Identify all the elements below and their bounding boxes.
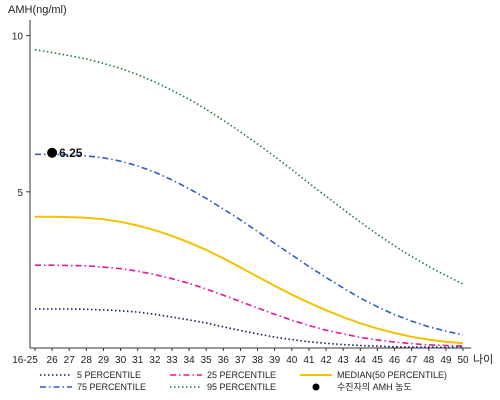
legend-marker-swatch [312,383,320,391]
x-tick-label: 26 [47,355,59,366]
y-axis-label: AMH(ng/ml) [8,4,67,16]
patient-amh-value-label: 6.25 [59,146,83,160]
legend-label: MEDIAN(50 PERCENTILE) [337,370,447,380]
x-tick-label: 36 [218,355,230,366]
x-tick-label: 37 [235,355,247,366]
patient-marker: 6.25 [47,146,83,160]
x-tick-label: 16-25 [12,355,38,366]
legend-label: 5 PERCENTILE [77,370,141,380]
y-tick-label: 5 [17,188,23,199]
x-tick-label: 43 [338,355,350,366]
x-tick-label: 33 [166,355,178,366]
series-line-median-50-percentile [35,215,464,345]
x-tick-label: 41 [303,355,315,366]
legend-label: 수진자의 AMH 농도 [337,382,412,392]
x-tick-label: 49 [440,355,452,366]
x-tick-label: 45 [372,355,384,366]
patient-amh-point [47,147,58,158]
series-line-25-percentile [35,264,464,347]
x-axis: 16-25 26 27 28 29 30 31 32 33 34 35 36 37 38 39 40 41 42 4… [12,347,493,366]
x-tick-label: 44 [355,355,367,366]
x-tick-label: 32 [149,355,161,366]
series-line-5-percentile [35,308,463,349]
x-tick-label: 35 [201,355,213,366]
x-tick-label: 46 [389,355,401,366]
x-tick-label: 50 [457,355,469,366]
legend: 5 PERCENTILE 25 PERCENTILE MEDIAN(50 PERCE… [40,370,447,392]
series-lines [34,48,464,349]
legend-label: 95 PERCENTILE [207,382,276,392]
x-tick-label: 38 [252,355,264,366]
series-line-75-percentile [35,153,464,336]
x-tick-label: 31 [132,355,144,366]
y-tick-label: 10 [12,32,24,43]
x-axis-label: 나이 [473,353,493,366]
y-axis: 5 10 [12,20,31,348]
x-tick-label: 34 [184,355,196,366]
x-tick-label: 40 [286,355,298,366]
x-tick-label: 28 [81,355,93,366]
x-tick-label: 30 [115,355,127,366]
x-tick-label: 39 [269,355,281,366]
x-tick-label: 42 [320,355,332,366]
legend-label: 25 PERCENTILE [207,370,276,380]
x-tick-label: 47 [406,355,418,366]
series-line-95-percentile [34,48,464,285]
x-tick-label: 29 [98,355,110,366]
x-tick-label: 27 [64,355,76,366]
legend-label: 75 PERCENTILE [77,382,146,392]
x-tick-label: 48 [423,355,435,366]
